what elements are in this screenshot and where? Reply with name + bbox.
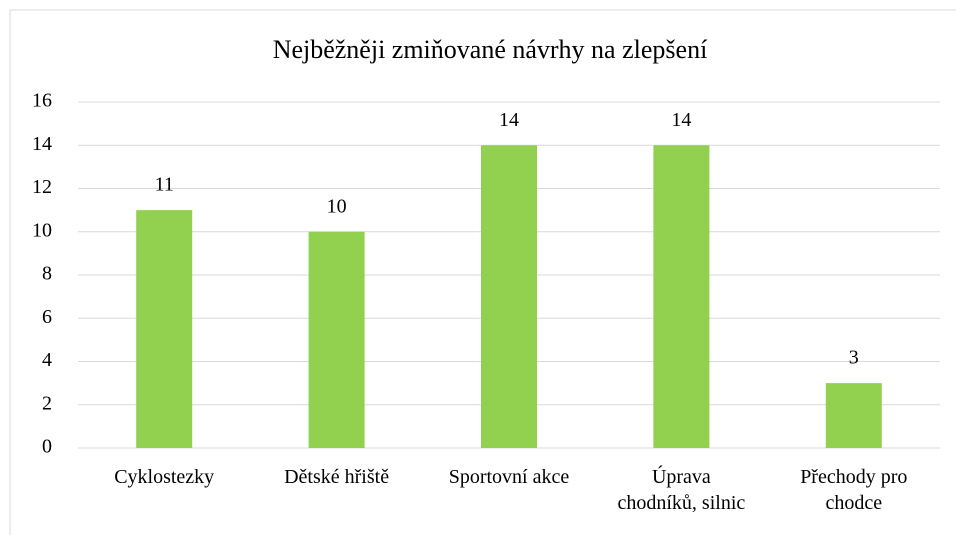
x-tick-label: Úprava chodníků, silnic — [617, 466, 746, 514]
y-tick-label: 6 — [42, 306, 52, 328]
y-tick-label: 10 — [32, 219, 52, 241]
bar — [653, 145, 710, 448]
x-tick-label: Přechody pro chodce — [800, 466, 908, 514]
chart-title: Nejběžněji zmiňované návrhy na zlepšení — [273, 35, 708, 64]
bar — [136, 210, 193, 448]
x-tick-label: Cyklostezky — [114, 466, 215, 488]
y-tick-label: 8 — [42, 263, 52, 285]
x-tick-label: Sportovní akce — [448, 466, 570, 488]
bar — [481, 145, 537, 448]
data-label: 3 — [849, 347, 859, 369]
y-tick-label: 2 — [42, 392, 52, 414]
data-label: 10 — [327, 195, 347, 217]
y-tick-label: 0 — [42, 436, 52, 458]
bar — [825, 383, 882, 448]
y-tick-label: 4 — [42, 349, 52, 371]
chart-border — [9, 9, 956, 535]
data-label: 14 — [671, 109, 691, 131]
data-label: 14 — [499, 109, 519, 131]
x-tick-label: Dětské hřiště — [284, 466, 390, 488]
data-label: 11 — [155, 174, 174, 196]
y-tick-label: 12 — [32, 176, 52, 198]
y-tick-label: 16 — [32, 90, 52, 112]
bar — [308, 231, 365, 448]
y-tick-label: 14 — [32, 133, 52, 155]
